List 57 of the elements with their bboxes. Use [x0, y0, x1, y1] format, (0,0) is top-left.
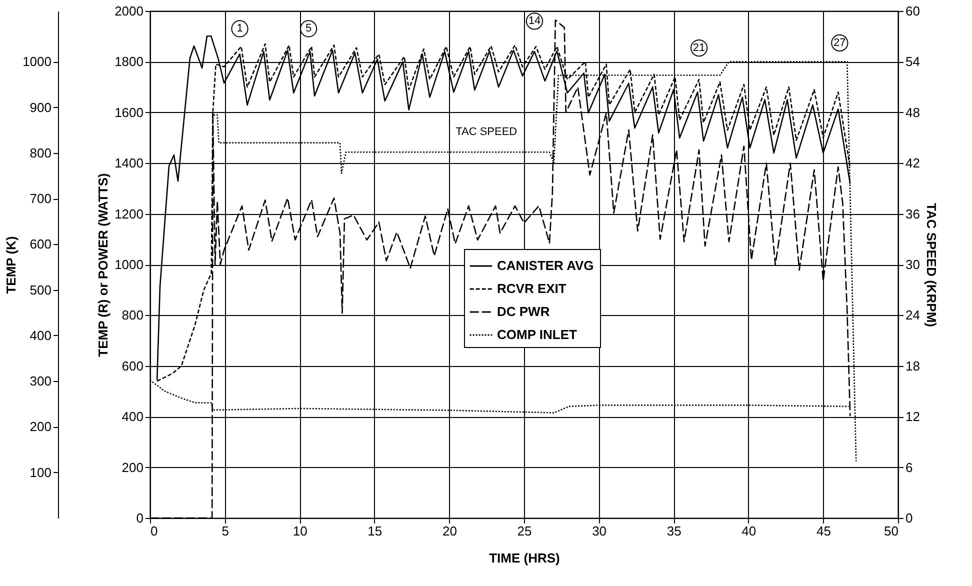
legend-label: DC PWR [497, 304, 550, 319]
y-tick-label: 1200 [114, 206, 144, 222]
y2-tick-label: 30 [906, 257, 920, 272]
y-tick-label: 1800 [114, 54, 144, 70]
y-axis-title: TEMP (R) or POWER (WATTS) [96, 173, 111, 357]
y2-tick-label: 18 [906, 358, 920, 374]
y3-tick-label: 400 [30, 328, 52, 343]
y3-tick-label: 900 [30, 100, 52, 115]
y-tick-label: 600 [122, 358, 144, 374]
annotation: 5 [306, 22, 312, 35]
x-tick-label: 0 [150, 524, 158, 538]
y3-tick-label: 100 [30, 464, 52, 480]
y3-axis-title: TEMP (K) [4, 236, 19, 294]
annotation: 14 [528, 15, 541, 28]
y-tick-label: 2000 [114, 4, 144, 18]
series-label: TAC SPEED [456, 126, 518, 138]
x-tick-label: 30 [592, 524, 607, 538]
y2-tick-label: 24 [906, 308, 920, 323]
y2-tick-label: 42 [906, 156, 920, 171]
y2-tick-label: 36 [906, 206, 920, 222]
annotation: 1 [236, 22, 243, 35]
x-tick-label: 45 [816, 524, 831, 538]
y-tick-label: 200 [122, 460, 144, 475]
y-tick-label: 400 [122, 409, 144, 424]
legend-label: COMP INLET [497, 327, 577, 342]
x-axis-title: TIME (HRS) [489, 550, 560, 566]
y-tick-label: 1000 [114, 257, 144, 272]
y2-tick-label: 12 [906, 409, 920, 424]
y-tick-label: 0 [136, 510, 144, 526]
y3-tick-label: 800 [30, 145, 52, 160]
y-tick-label: 1400 [114, 156, 144, 171]
x-tick-label: 20 [442, 524, 457, 538]
x-tick-label: 40 [742, 524, 756, 538]
y3-tick-label: 1000 [22, 54, 52, 70]
y2-tick-label: 6 [906, 460, 913, 475]
y-tick-label: 1600 [114, 104, 144, 120]
y2-axis-title: TAC SPEED (KRPM) [924, 203, 939, 327]
y2-tick-label: 48 [906, 104, 920, 120]
annotation: 27 [834, 36, 846, 49]
y2-tick-label: 54 [906, 54, 920, 70]
y3-tick-label: 700 [30, 191, 52, 206]
y3-tick-label: 300 [30, 374, 52, 389]
y2-tick-label: 60 [906, 4, 920, 18]
x-tick-label: 5 [222, 524, 229, 538]
y3-tick-label: 200 [30, 419, 52, 434]
y3-tick-label: 600 [30, 236, 52, 252]
legend-label: CANISTER AVG [497, 258, 594, 273]
y3-tick-label: 500 [30, 282, 52, 298]
annotation: 21 [692, 42, 706, 54]
y2-tick-label: 0 [906, 510, 913, 526]
legend-label: RCVR EXIT [497, 281, 566, 296]
x-tick-label: 25 [517, 524, 532, 538]
y-tick-label: 800 [122, 308, 144, 323]
x-tick-label: 10 [292, 524, 308, 538]
x-tick-label: 15 [368, 524, 382, 538]
x-tick-label: 50 [884, 524, 898, 538]
x-tick-label: 35 [666, 524, 682, 538]
